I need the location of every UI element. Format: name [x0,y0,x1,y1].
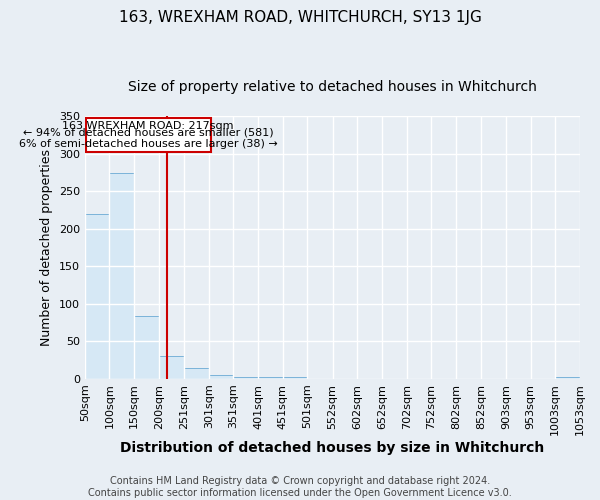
Bar [85,214,109,379]
Bar [159,356,184,379]
Text: 6% of semi-detached houses are larger (38) →: 6% of semi-detached houses are larger (3… [19,140,278,149]
Bar [209,375,233,379]
Bar [556,378,580,379]
Bar [233,378,258,379]
Bar [109,173,134,379]
Bar [86,118,211,152]
X-axis label: Distribution of detached houses by size in Whitchurch: Distribution of detached houses by size … [120,441,545,455]
Bar [283,376,307,379]
Bar [258,378,283,379]
Bar [134,316,159,379]
Y-axis label: Number of detached properties: Number of detached properties [40,149,53,346]
Text: 163, WREXHAM ROAD, WHITCHURCH, SY13 1JG: 163, WREXHAM ROAD, WHITCHURCH, SY13 1JG [119,10,481,25]
Title: Size of property relative to detached houses in Whitchurch: Size of property relative to detached ho… [128,80,537,94]
Bar [184,368,209,379]
Text: ← 94% of detached houses are smaller (581): ← 94% of detached houses are smaller (58… [23,127,274,137]
Text: Contains HM Land Registry data © Crown copyright and database right 2024.
Contai: Contains HM Land Registry data © Crown c… [88,476,512,498]
Text: 163 WREXHAM ROAD: 217sqm: 163 WREXHAM ROAD: 217sqm [62,122,234,132]
